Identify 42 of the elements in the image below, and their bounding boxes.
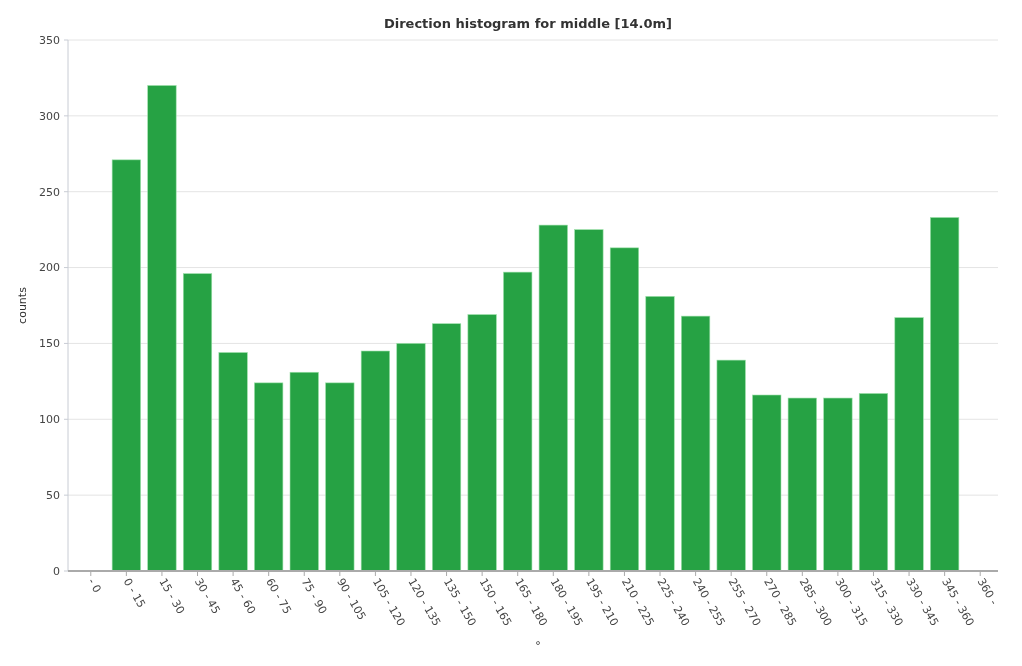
bar — [894, 317, 924, 572]
x-tick-label: 0 - 15 — [120, 576, 149, 611]
bar — [325, 382, 355, 572]
y-tick-label: 250 — [39, 185, 60, 199]
y-tick-label: 150 — [39, 337, 60, 351]
bar — [111, 159, 141, 572]
bar — [574, 229, 604, 572]
y-tick-label: 100 — [39, 413, 60, 427]
bar — [930, 217, 960, 572]
y-tick-label: 50 — [46, 488, 60, 502]
x-tick-label: 75 - 90 — [298, 576, 330, 617]
x-tick-label: 45 - 60 — [227, 576, 259, 617]
bar — [396, 343, 426, 572]
bar — [432, 323, 462, 572]
bar — [823, 397, 853, 572]
x-tick-label: - 0 — [85, 576, 104, 596]
bar — [645, 296, 675, 572]
x-tick-label: 60 - 75 — [263, 576, 294, 617]
x-tick-label: 15 - 30 — [156, 576, 188, 617]
bar — [360, 350, 390, 572]
y-tick-label: 200 — [39, 261, 60, 275]
y-tick-label: 0 — [53, 564, 60, 578]
bar — [467, 314, 497, 572]
bar — [752, 394, 782, 572]
bar — [182, 273, 213, 572]
bar — [716, 359, 746, 572]
bar — [681, 315, 711, 572]
x-axis-title: ° — [535, 639, 541, 652]
bar — [858, 393, 889, 572]
bar — [147, 85, 177, 572]
y-tick-label: 300 — [39, 109, 60, 123]
bar — [289, 371, 319, 572]
bar — [787, 397, 817, 572]
y-tick-label: 350 — [39, 33, 60, 47]
bar — [503, 271, 533, 572]
bar — [218, 352, 248, 572]
x-tick-label: 30 - 45 — [191, 576, 223, 617]
bar — [609, 247, 639, 572]
bar — [254, 382, 284, 572]
chart-title: Direction histogram for middle [14.0m] — [383, 16, 673, 31]
y-axis-title: counts — [16, 286, 29, 324]
bar — [538, 224, 568, 572]
